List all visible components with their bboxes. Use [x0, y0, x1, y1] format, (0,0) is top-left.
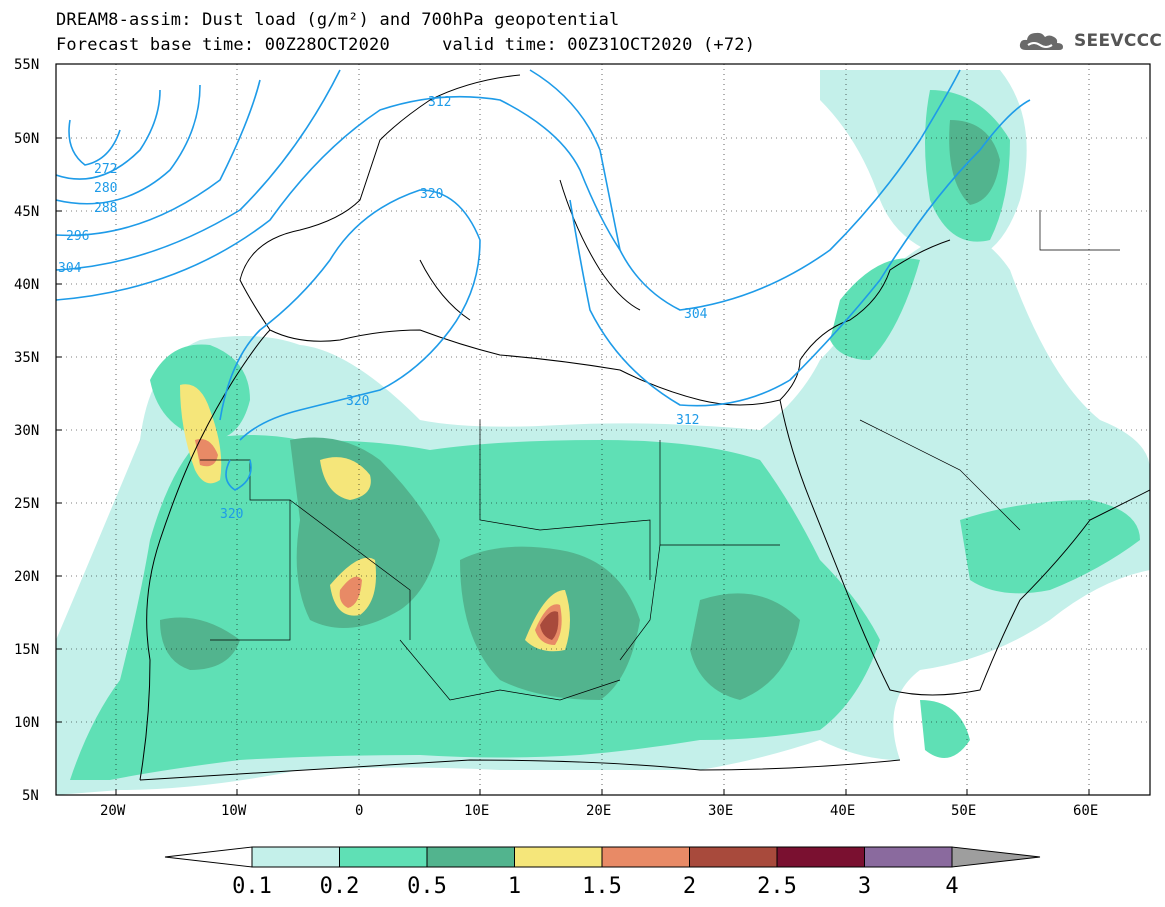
lat-label: 50N: [14, 131, 39, 147]
country-borders: [200, 210, 1120, 701]
contour-label-272: 272: [94, 162, 117, 177]
colorbar-box: [426, 846, 515, 868]
contour-label-320-sahara: 320: [220, 507, 243, 522]
lat-label: 20N: [14, 569, 39, 585]
longitude-labels: 20W 10W 0 10E 20E 30E 40E 50E 60E: [100, 803, 1098, 819]
lon-label: 10W: [221, 803, 247, 819]
colorbar-box: [601, 846, 690, 868]
colorbar-boxes: [251, 846, 953, 868]
colorbar-label: 0.5: [407, 874, 447, 899]
map-subtitle-times: Forecast base time: 00Z28OCT2020 valid t…: [56, 35, 756, 55]
colorbar-box: [514, 846, 603, 868]
colorbar-label: 1.5: [582, 874, 622, 899]
lon-label: 20E: [586, 803, 611, 819]
colorbar-label: 2.5: [757, 874, 797, 899]
geopotential-contours: [56, 69, 1031, 491]
contour-label-320-central: 320: [420, 187, 443, 202]
latitude-labels: 55N 50N 45N 40N 35N 30N 25N 20N 15N 10N …: [14, 57, 39, 804]
dust-field: [56, 70, 1150, 795]
lon-label: 30E: [708, 803, 733, 819]
lon-label: 20W: [100, 803, 126, 819]
colorbar-label: 2: [683, 874, 696, 899]
contour-label-312-north: 312: [428, 95, 451, 110]
lat-label: 40N: [14, 277, 39, 293]
colorbar-under-arrow: [164, 846, 253, 868]
lon-label: 60E: [1073, 803, 1098, 819]
lon-label: 0: [355, 803, 363, 819]
colorbar-box: [251, 846, 340, 868]
contour-label-312-egypt: 312: [676, 413, 699, 428]
lat-label: 25N: [14, 496, 39, 512]
colorbar-box: [776, 846, 865, 868]
coastlines: [139, 74, 1150, 781]
colorbar-labels: 0.1 0.2 0.5 1 1.5 2 2.5 3 4: [232, 874, 959, 899]
lat-label: 55N: [14, 57, 39, 73]
colorbar-box: [689, 846, 778, 868]
map-title: DREAM8-assim: Dust load (g/m²) and 700hP…: [56, 10, 620, 30]
colorbar: 0.1 0.2 0.5 1 1.5 2 2.5 3 4: [164, 846, 1041, 899]
seevccc-logo: SEEVCCC: [1018, 28, 1162, 54]
cloud-logo-icon: [1019, 32, 1063, 50]
lon-label: 50E: [951, 803, 976, 819]
lat-label: 35N: [14, 350, 39, 366]
contour-label-288: 288: [94, 201, 117, 216]
contour-label-304-east: 304: [684, 307, 708, 322]
colorbar-box: [864, 846, 953, 868]
colorbar-label: 0.1: [232, 874, 272, 899]
lon-label: 10E: [464, 803, 489, 819]
colorbar-box: [339, 846, 428, 868]
colorbar-label: 0.2: [320, 874, 360, 899]
contour-label-296: 296: [66, 229, 89, 244]
contour-label-304-west: 304: [58, 261, 82, 276]
colorbar-over-arrow: [951, 846, 1041, 868]
lon-label: 40E: [830, 803, 855, 819]
tick-marks: [56, 63, 1090, 795]
contour-label-280: 280: [94, 181, 117, 196]
logo-text: SEEVCCC: [1074, 31, 1163, 51]
lat-label: 45N: [14, 204, 39, 220]
lat-label: 5N: [22, 788, 39, 804]
contour-labels: 272 280 288 296 304 312 320 320 304 312 …: [58, 95, 708, 522]
colorbar-label: 3: [858, 874, 871, 899]
colorbar-label: 4: [945, 874, 958, 899]
colorbar-label: 1: [508, 874, 521, 899]
lat-label: 15N: [14, 642, 39, 658]
lat-label: 30N: [14, 423, 39, 439]
lat-label: 10N: [14, 715, 39, 731]
contour-label-320-morocco: 320: [346, 394, 369, 409]
